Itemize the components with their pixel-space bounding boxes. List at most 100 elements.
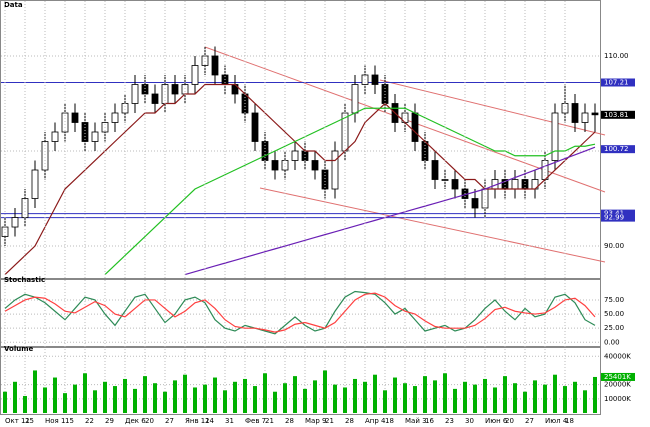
candle-body [31, 169, 39, 199]
volume-bar [483, 378, 487, 413]
volume-bar [333, 384, 337, 413]
last-price-box [601, 110, 635, 119]
volume-bar [23, 395, 27, 413]
volume-bar [223, 390, 227, 413]
volume-bar [213, 377, 217, 413]
series-line [4, 290, 596, 335]
candle-body [431, 160, 439, 180]
level-label: 107.21 [604, 78, 629, 86]
x-tick-label: Июл 4 [545, 417, 568, 425]
volume-bar [573, 381, 577, 413]
volume-bar [13, 381, 17, 413]
candle-body [471, 198, 479, 209]
volume-bar [473, 384, 477, 413]
x-tick-label: 21 [325, 417, 334, 425]
volume-bar [53, 377, 57, 413]
series-line [4, 83, 596, 275]
x-tick-label: Окт 11 [5, 417, 30, 425]
candle-body [561, 103, 569, 114]
candle-body [591, 112, 599, 116]
candle-body [301, 150, 309, 161]
volume-bar [553, 374, 557, 413]
ma-label: 100.72 [604, 145, 629, 153]
candle-body [171, 84, 179, 95]
y-tick-label: 40000K [604, 352, 631, 360]
volume-bar [153, 383, 157, 413]
candle-body [151, 93, 159, 104]
volume-bar [113, 386, 117, 413]
volume-bar [313, 380, 317, 413]
candle-body [191, 65, 199, 85]
candle-body [251, 112, 259, 142]
ma-label-box [601, 145, 635, 154]
candle-body [291, 150, 299, 161]
candle-body [121, 103, 129, 114]
x-tick-label: Янв 11 [185, 417, 210, 425]
volume-bar [263, 373, 267, 413]
volume-bar [433, 380, 437, 413]
volume-bar [563, 386, 567, 413]
y-tick-label: 0.00 [604, 338, 620, 346]
volume-bar [403, 383, 407, 413]
series-line [4, 292, 596, 333]
volume-bar [133, 388, 137, 413]
volume-pane [0, 347, 601, 415]
price-pane [0, 0, 601, 279]
y-tick-label: 75.00 [604, 296, 624, 304]
candle-body [411, 112, 419, 142]
volume-bar [3, 391, 7, 413]
volume-bar [353, 378, 357, 413]
x-tick-label: 18 [385, 417, 394, 425]
volume-bar [33, 370, 37, 413]
x-tick-label: Апр 4 [365, 417, 386, 425]
volume-bar [123, 378, 127, 413]
volume-bar [543, 384, 547, 413]
candle-body [91, 131, 99, 142]
candle-body [1, 226, 9, 237]
candle-body [41, 141, 49, 171]
y-tick-label: 90.00 [604, 242, 624, 250]
x-tick-label: 29 [105, 417, 114, 425]
candle-body [211, 55, 219, 76]
pane-title: Stochastic [4, 276, 45, 284]
volume-bar [363, 381, 367, 413]
candle-body [581, 112, 589, 123]
volume-bar [423, 376, 427, 413]
volume-bar [243, 378, 247, 413]
channel-line [379, 79, 606, 136]
candle-body [571, 103, 579, 123]
candle-body [11, 217, 19, 228]
candle-body [441, 179, 449, 181]
candle-body [321, 169, 329, 190]
volume-bar [463, 381, 467, 413]
level-label-box [601, 78, 635, 87]
x-tick-label: 20 [145, 417, 154, 425]
volume-bar [193, 387, 197, 413]
volume-bar [413, 386, 417, 413]
candle-body [71, 112, 79, 123]
volume-bar [513, 383, 517, 413]
volume-bar [43, 387, 47, 413]
volume-bar [93, 390, 97, 413]
volume-bar [383, 390, 387, 413]
x-tick-label: 27 [165, 417, 174, 425]
x-tick-label: Июн 6 [485, 417, 508, 425]
volume-bar [143, 376, 147, 413]
channel-line [259, 187, 606, 263]
volume-bar [83, 373, 87, 413]
volume-bar [173, 380, 177, 413]
y-tick-label: 10000K [604, 395, 631, 403]
candle-body [141, 84, 149, 95]
last-price-label: 103.81 [604, 111, 629, 119]
y-tick-label: 25.00 [604, 324, 624, 332]
x-tick-label: 22 [85, 417, 94, 425]
y-tick-label: 20000K [604, 381, 631, 389]
volume-bar [523, 391, 527, 413]
candle-body [281, 160, 289, 171]
volume-bar [163, 391, 167, 413]
volume-bar [323, 370, 327, 413]
x-tick-label: 15 [65, 417, 74, 425]
candle-body [271, 160, 279, 171]
y-tick-label: 110.00 [604, 52, 629, 60]
